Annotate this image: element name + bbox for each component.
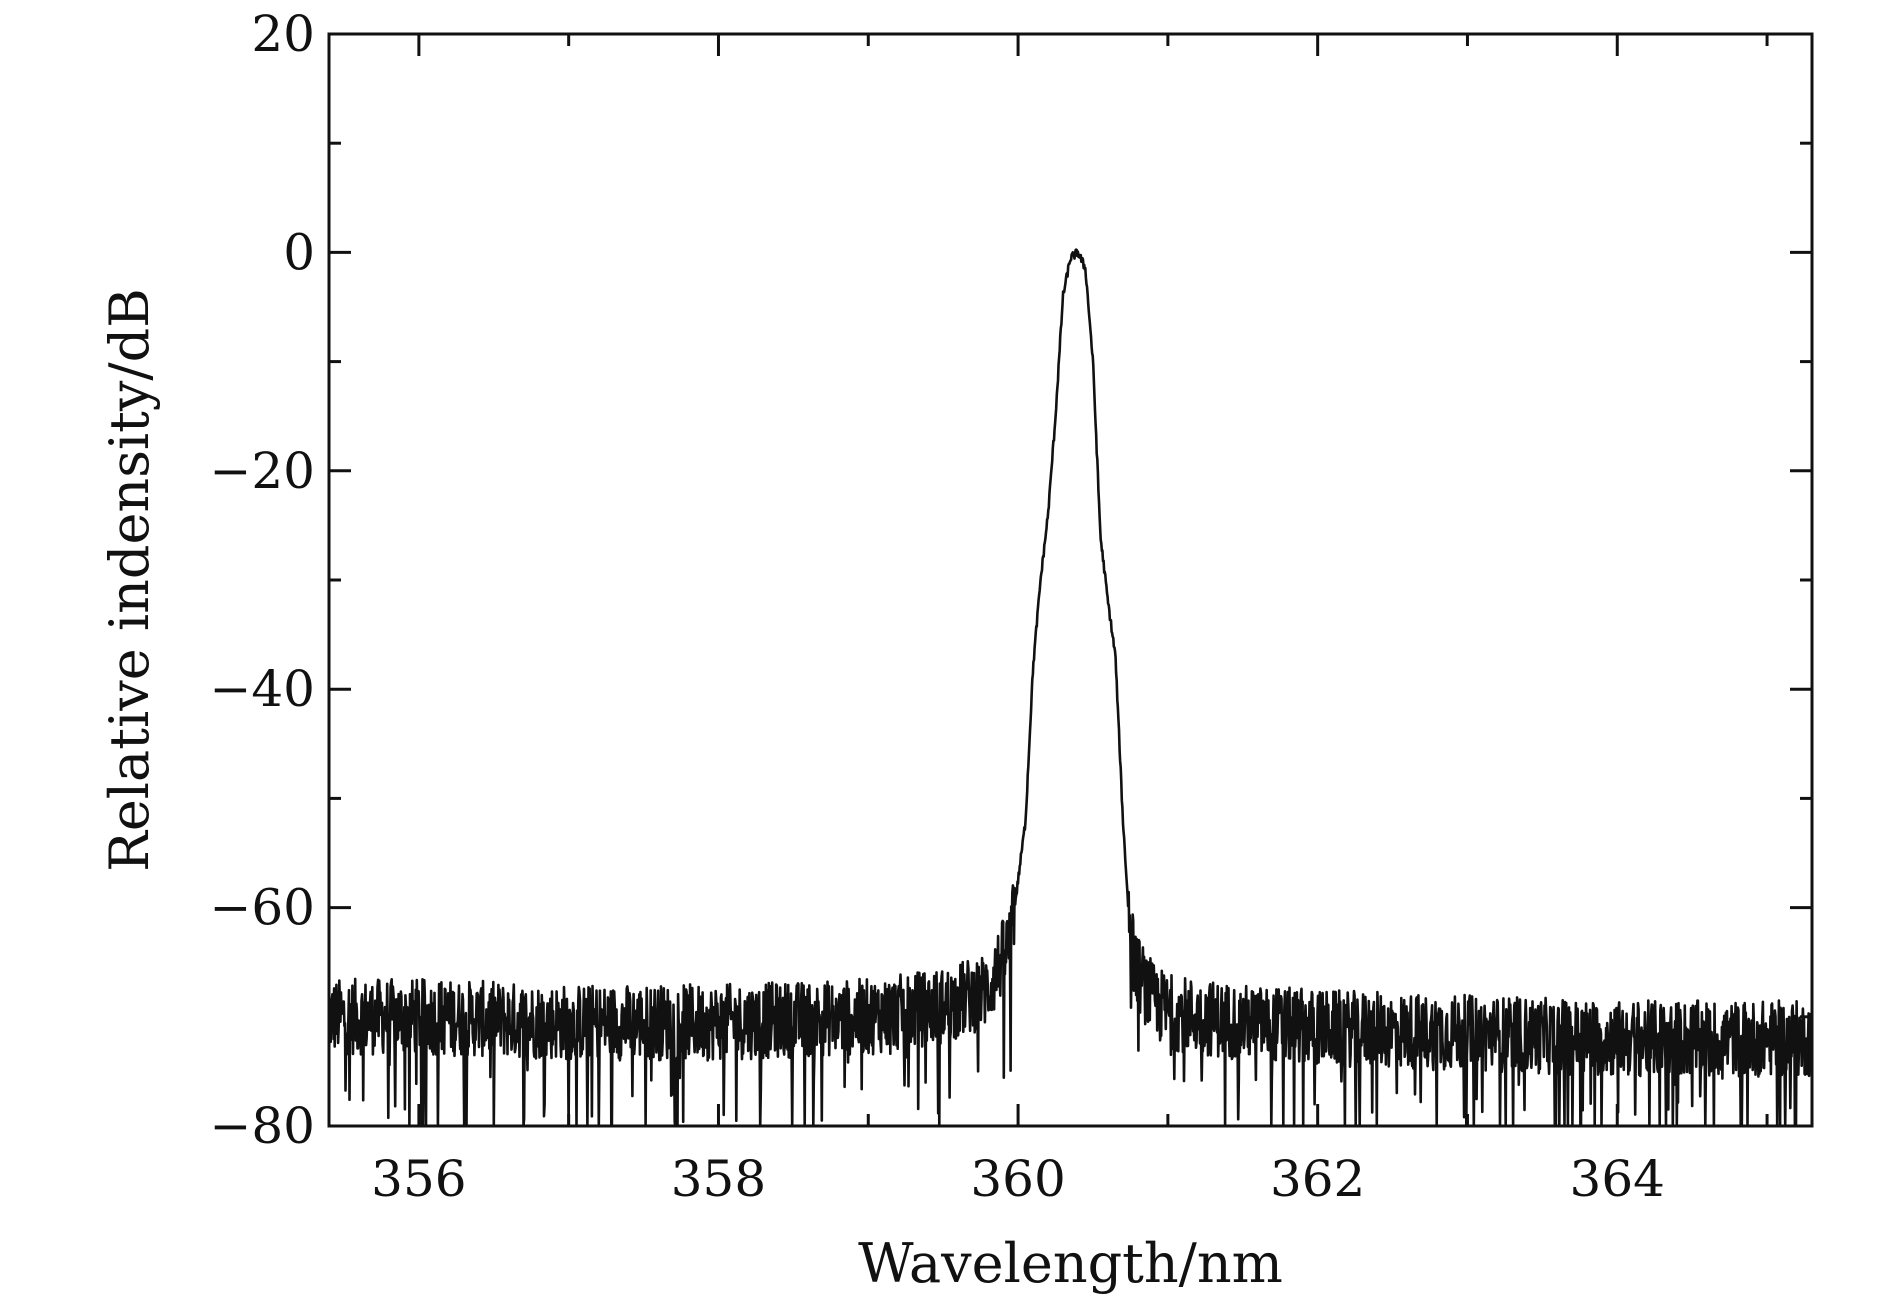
plot-frame <box>327 32 1814 1128</box>
y-tick-label: −40 <box>209 660 315 718</box>
y-tick-label: −60 <box>209 879 315 937</box>
x-tick-label: 362 <box>1270 1150 1365 1208</box>
minor-ticks <box>329 34 1812 1126</box>
x-axis-title: Wavelength/nm <box>858 1232 1283 1295</box>
spectrum-trace <box>327 248 1814 1128</box>
y-tick-label: 20 <box>251 5 315 63</box>
y-tick-label: −20 <box>209 442 315 500</box>
x-tick-label: 360 <box>970 1150 1065 1208</box>
x-tick-label: 364 <box>1570 1150 1665 1208</box>
y-tick-labels: 20 0 −20 −40 −60 −80 <box>209 5 315 1155</box>
major-ticks <box>329 32 1812 1128</box>
y-axis-title: Relative indensity/dB <box>98 288 161 872</box>
y-tick-label: 0 <box>283 223 315 281</box>
x-tick-label: 358 <box>671 1150 766 1208</box>
x-tick-label: 356 <box>371 1150 466 1208</box>
y-tick-label: −80 <box>209 1097 315 1155</box>
x-tick-labels: 356 358 360 362 364 <box>371 1150 1665 1208</box>
